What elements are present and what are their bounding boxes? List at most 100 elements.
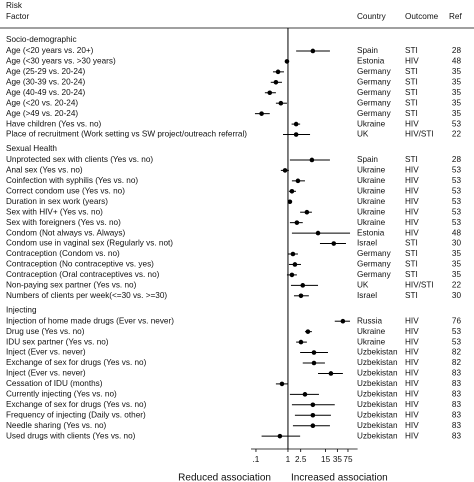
- point-estimate: [311, 360, 317, 366]
- x-tick-label: 15: [321, 455, 331, 464]
- point-estimate: [267, 90, 273, 96]
- country-label: Ukraine: [357, 337, 386, 346]
- point-estimate: [302, 392, 308, 397]
- outcome-label: HIV/STI: [405, 281, 434, 290]
- x-label-right: Increased association: [291, 473, 388, 482]
- ref-label: 28: [452, 46, 462, 55]
- country-label: Uzbekistan: [357, 410, 398, 419]
- point-estimate: [294, 220, 300, 225]
- factor-label: Used drugs with clients (Yes vs. no): [6, 431, 136, 440]
- ref-label: 35: [452, 88, 462, 97]
- outcome-label: HIV: [405, 228, 419, 237]
- point-estimate: [310, 423, 316, 429]
- outcome-label: HIV: [405, 431, 419, 440]
- country-label: Ukraine: [357, 176, 386, 185]
- factor-label: Correct condom use (Yes vs. no): [6, 186, 125, 195]
- ref-label: 53: [452, 166, 462, 175]
- section-title: Socio-demographic: [6, 35, 77, 44]
- outcome-label: HIV: [405, 327, 419, 336]
- outcome-label: HIV: [405, 390, 419, 399]
- ref-label: 83: [452, 379, 462, 388]
- x-tick-label: 1: [286, 455, 291, 464]
- ref-label: 53: [452, 186, 462, 195]
- country-label: UK: [357, 281, 369, 290]
- factor-label: Age (30-39 vs. 20-24): [6, 77, 85, 86]
- point-estimate: [304, 209, 310, 215]
- country-label: Estonia: [357, 57, 385, 66]
- factor-label: Place of recruitment (Work setting vs SW…: [6, 130, 247, 139]
- point-estimate: [282, 168, 288, 173]
- outcome-label: HIV: [405, 316, 419, 325]
- outcome-label: STI: [405, 155, 418, 164]
- outcome-label: STI: [405, 291, 418, 300]
- ref-label: 53: [452, 207, 462, 216]
- outcome-label: STI: [405, 270, 418, 279]
- factor-label: Inject (Ever vs. never): [6, 369, 86, 378]
- factor-label: Currently injecting (Yes vs. no): [6, 390, 117, 399]
- country-label: Uzbekistan: [357, 390, 398, 399]
- ref-label: 83: [452, 390, 462, 399]
- outcome-label: HIV: [405, 166, 419, 175]
- point-estimate: [259, 111, 264, 116]
- factor-label: Age (40-49 vs. 20-24): [6, 88, 85, 97]
- factor-label: Inject (Ever vs. never): [6, 348, 86, 357]
- point-estimate: [277, 433, 283, 439]
- outcome-label: HIV: [405, 369, 419, 378]
- point-estimate: [293, 121, 299, 127]
- factor-label: Coinfection with syphilis (Yes vs. no): [6, 176, 138, 185]
- header-factor: Factor: [6, 12, 29, 21]
- x-tick-label: 75: [343, 455, 353, 464]
- ref-label: 48: [452, 57, 462, 66]
- country-label: Uzbekistan: [357, 348, 398, 357]
- factor-label: Contraception (Condom vs. no): [6, 249, 120, 258]
- factor-label: IDU sex partner (Yes vs. no): [6, 337, 109, 346]
- point-estimate: [289, 272, 295, 278]
- factor-label: Condom use in vaginal sex (Regularly vs.…: [6, 239, 173, 248]
- factor-label: Age (25-29 vs. 20-24): [6, 67, 85, 76]
- outcome-label: STI: [405, 109, 418, 118]
- country-label: Germany: [357, 88, 392, 97]
- outcome-label: HIV: [405, 218, 419, 227]
- x-label-left: Reduced association: [178, 473, 271, 482]
- outcome-label: HIV: [405, 337, 419, 346]
- outcome-label: HIV: [405, 358, 419, 367]
- outcome-label: STI: [405, 249, 418, 258]
- country-label: Germany: [357, 270, 392, 279]
- point-estimate: [311, 350, 317, 355]
- factor-label: Age (<30 years vs. >30 years): [6, 57, 116, 66]
- country-label: Germany: [357, 249, 392, 258]
- factor-label: Exchange of sex for drugs (Yes vs. no): [6, 358, 147, 367]
- ref-label: 22: [452, 130, 462, 139]
- ref-label: 48: [452, 228, 462, 237]
- point-estimate: [328, 371, 334, 376]
- country-label: Ukraine: [357, 119, 386, 128]
- outcome-label: STI: [405, 67, 418, 76]
- ref-label: 82: [452, 358, 462, 367]
- country-label: Ukraine: [357, 327, 386, 336]
- factor-label: Age (>49 vs. 20-24): [6, 109, 78, 118]
- ref-label: 35: [452, 109, 462, 118]
- x-tick-label: 35: [333, 455, 343, 464]
- factor-label: Unprotected sex with clients (Yes vs. no…: [6, 155, 153, 164]
- ref-label: 76: [452, 316, 462, 325]
- factor-label: Contraception (No contraceptive vs. yes): [6, 260, 154, 269]
- point-estimate: [293, 132, 299, 137]
- ref-label: 83: [452, 410, 462, 419]
- outcome-label: HIV: [405, 186, 419, 195]
- ref-label: 83: [452, 421, 462, 430]
- ref-label: 35: [452, 77, 462, 86]
- country-label: Uzbekistan: [357, 431, 398, 440]
- header-risk: Risk: [6, 1, 23, 10]
- point-estimate: [295, 178, 301, 184]
- ref-label: 30: [452, 239, 462, 248]
- point-estimate: [300, 283, 306, 288]
- ref-label: 35: [452, 270, 462, 279]
- country-label: Germany: [357, 109, 392, 118]
- country-label: Ukraine: [357, 186, 386, 195]
- factor-label: Contraception (Oral contraceptives vs. n…: [6, 270, 160, 279]
- outcome-label: HIV: [405, 348, 419, 357]
- ref-label: 53: [452, 119, 462, 128]
- ref-label: 53: [452, 218, 462, 227]
- point-estimate: [310, 48, 316, 54]
